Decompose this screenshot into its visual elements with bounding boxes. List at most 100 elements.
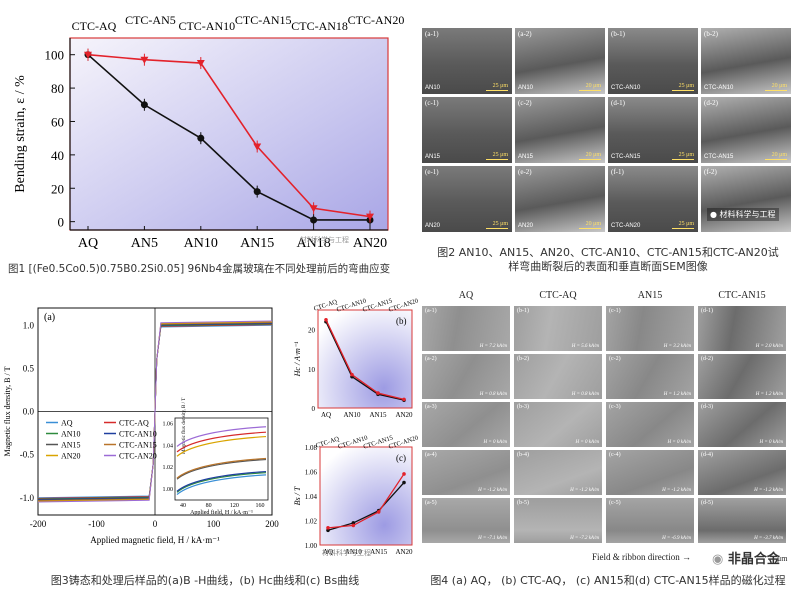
sem-tile-scale-bar <box>672 159 694 160</box>
fig1-watermark: 材料科学与工程 <box>300 235 349 244</box>
domain-tile-label: (b-2) <box>517 356 529 362</box>
arrow-icon: → <box>682 552 691 562</box>
sem-tile-sample-name: CTC-AN10 <box>704 85 734 91</box>
domain-tile-field-value: H = -7.1 kA/m <box>478 536 507 541</box>
sem-tile-label: (b-2) <box>704 30 718 38</box>
fig2-caption-line1: 图2 AN10、AN15、AN20、CTC-AN10、CTC-AN15和CTC-… <box>437 246 779 259</box>
sem-tile-label: (b-1) <box>611 30 625 38</box>
sem-tile-scale-bar-label: 25 μm <box>678 221 694 227</box>
wechat-icon: ● <box>710 210 717 219</box>
sem-tile-scale-bar <box>672 90 694 91</box>
fig3-caption: 图3铸态和处理后样品的(a)B -H曲线，(b) Hc曲线和(c) Bs曲线 <box>50 574 360 587</box>
domain-tile-label: (c-1) <box>609 308 621 314</box>
sem-tile-scale-bar <box>579 159 601 160</box>
fig3c-panel-label: (c) <box>396 453 406 463</box>
fig3a-inset-x-tick-label: 40 <box>180 503 186 509</box>
fig3c-x-tick-label: AN20 <box>395 548 413 556</box>
fig1-data-point <box>309 205 318 213</box>
fig1-x-tick-label: AN10 <box>184 236 218 251</box>
sem-image-tile: (b-2) CTC-AN10 20 μm <box>701 28 791 94</box>
fig3a-y-tick-label: -1.0 <box>20 493 35 503</box>
wechat-icon: ◉ <box>712 552 724 567</box>
domain-tile-label: (c-2) <box>609 356 621 362</box>
fig3c-y-axis-label: Bs / T <box>293 486 302 505</box>
sem-tile-scale-bar <box>765 90 787 91</box>
fig1-y-tick-label: 60 <box>51 114 64 129</box>
sem-tile-scale-bar <box>486 228 508 229</box>
fig4-panel: AQ CTC-AQ AN15 CTC-AN15 (a-1) H = 7.2 kA/m (b… <box>422 290 794 600</box>
fig1-data-point <box>140 56 149 64</box>
fig1-data-point <box>253 188 261 196</box>
sem-tile-scale-bar-label: 25 μm <box>492 83 508 89</box>
fig3a-inset-y-tick-label: 1.04 <box>163 443 174 449</box>
sem-image-tile: (f-1) CTC-AN20 25 μm <box>608 166 698 232</box>
fig3a-inset-curve <box>176 431 267 453</box>
domain-image-tile: (a-3) H = 0 kA/m <box>422 402 510 447</box>
sem-tile-scale-bar-label: 20 μm <box>771 152 787 158</box>
fig3c-y-tick-label: 1.08 <box>305 444 318 452</box>
domain-image-tile: (a-1) H = 7.2 kA/m <box>422 306 510 351</box>
fig3c-data-point <box>402 480 406 485</box>
domain-tile-label: (b-5) <box>517 500 529 506</box>
fig3a-y-tick-label: 1.0 <box>23 320 35 330</box>
fig2-sem-grid: (a-1) AN10 25 μm (a-2) AN10 20 μm (b-1) CTC-AN1… <box>422 28 794 238</box>
sem-tile-label: (a-2) <box>518 30 532 38</box>
sem-tile-sample-name: AN10 <box>425 85 441 91</box>
domain-image-tile: (c-3) H = 0 kA/m <box>606 402 694 447</box>
domain-tile-field-value: H = 0 kA/m <box>759 440 783 445</box>
fig3b-plot-area <box>317 309 413 409</box>
fig2-watermark-text: 材料科学与工程 <box>719 210 776 219</box>
fig3b-y-tick-label: 20 <box>308 327 316 335</box>
fig3a-legend-label: CTC-AN20 <box>119 452 157 461</box>
fig1-y-tick-label: 20 <box>51 181 64 196</box>
fig1-data-point <box>366 213 374 221</box>
fig1-plot-area <box>69 37 389 231</box>
domain-tile-field-value: H = 3.2 kA/m <box>663 344 691 349</box>
fig3b-y-tick-label: 0 <box>312 405 316 413</box>
fig3a-x-tick-label: 100 <box>207 519 221 529</box>
fig4-column-header: AQ <box>458 290 474 301</box>
fig3a-inset-y-axis-label: Magnetic flux density, B / T <box>182 398 187 454</box>
fig4-domain-grid: (a-1) H = 7.2 kA/m (b-1) H = 5.6 kA/m (c-1) H… <box>422 306 794 546</box>
sem-tile-scale-bar-label: 20 μm <box>585 152 601 158</box>
sem-image-tile: (c-2) AN15 20 μm <box>515 97 605 163</box>
fig3a-inset-y-tick-label: 1.06 <box>163 421 174 427</box>
domain-tile-label: (a-1) <box>425 308 437 314</box>
fig3a-inset-y-tick-label: 1.00 <box>163 487 174 493</box>
fig3b-x-tick-label: AN10 <box>343 411 361 419</box>
domain-tile-label: (a-5) <box>425 500 437 506</box>
sem-tile-scale-bar-label: 20 μm <box>585 221 601 227</box>
sem-tile-sample-name: AN20 <box>425 223 441 229</box>
domain-image-tile: (d-3) H = 0 kA/m <box>698 402 786 447</box>
fig3c-y-tick-label: 1.06 <box>305 469 318 477</box>
domain-image-tile: (b-3) H = 0 kA/m <box>514 402 602 447</box>
fig1-top-label: CTC-AN20 <box>348 13 405 27</box>
domain-image-tile: (b-2) H = 0.8 kA/m <box>514 354 602 399</box>
fig3a-panel-label: (a) <box>44 312 55 323</box>
domain-image-tile: (a-4) H = -1.2 kA/m <box>422 450 510 495</box>
fig1-top-label: CTC-AN15 <box>235 13 292 27</box>
sem-tile-label: (e-2) <box>518 168 532 176</box>
fig3-watermark: 材料科学与工程 <box>322 548 371 557</box>
fig1-series-line <box>87 53 371 218</box>
fig3a-y-axis-label: Magnetic flux density, B / T <box>3 366 12 456</box>
domain-image-tile: (d-2) H = 1.2 kA/m <box>698 354 786 399</box>
fig3b-series-line <box>325 319 405 401</box>
sem-image-tile: (c-1) AN15 25 μm <box>422 97 512 163</box>
domain-tile-label: (c-5) <box>609 500 621 506</box>
fig2-panel: (a-1) AN10 25 μm (a-2) AN10 20 μm (b-1) CTC-AN1… <box>422 28 794 278</box>
sem-image-tile: (a-1) AN10 25 μm <box>422 28 512 94</box>
fig3b-x-tick-label: AN15 <box>369 411 387 419</box>
fig3b-series-line <box>325 321 405 401</box>
domain-tile-label: (c-3) <box>609 404 621 410</box>
sem-tile-scale-bar <box>579 90 601 91</box>
fig1-y-axis-label: Bending strain, ε / % <box>13 75 28 193</box>
fig3a-legend-label: AN15 <box>61 441 81 450</box>
fig3a-x-tick-label: 200 <box>265 519 279 529</box>
fig3a-x-axis-label: Applied magnetic field, H / kA·m⁻¹ <box>90 535 220 545</box>
fig4-footer-unit: μm <box>777 554 788 563</box>
sem-tile-label: (c-2) <box>518 99 532 107</box>
sem-tile-scale-bar-label: 20 μm <box>771 83 787 89</box>
fig3b-data-point <box>376 391 380 395</box>
